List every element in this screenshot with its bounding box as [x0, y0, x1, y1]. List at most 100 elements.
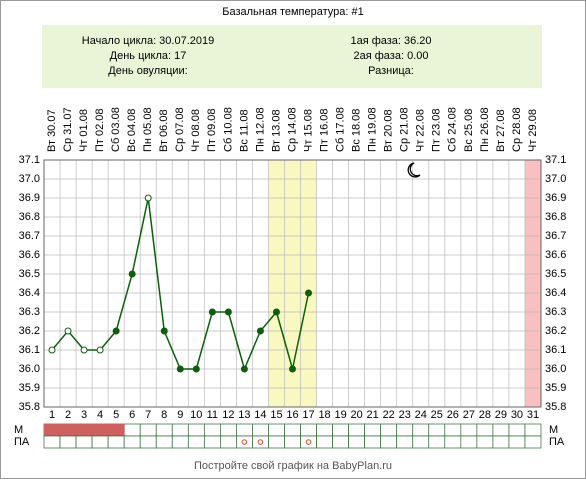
date-label: Пт 23.08	[431, 108, 443, 152]
row-cell	[155, 435, 173, 449]
x-tick-label: 13	[238, 409, 250, 421]
temperature-point	[240, 365, 248, 373]
info-text: 2ая фаза: 0.00	[354, 50, 429, 62]
row-cell	[380, 435, 398, 449]
y-tick-label-right: 35.9	[545, 382, 566, 394]
intercourse-mark	[241, 439, 248, 445]
row-label-right: М	[549, 424, 558, 436]
date-label: Сб 17.08	[335, 107, 347, 152]
date-label: Пн 26.08	[479, 107, 491, 152]
menstruation-cell	[91, 423, 109, 437]
x-tick-label: 11	[207, 409, 218, 421]
y-tick-label-right: 36.3	[545, 306, 566, 318]
y-tick-label: 35.8	[19, 401, 40, 413]
x-tick-label: 18	[318, 409, 330, 421]
y-tick-label-right: 36.9	[545, 192, 566, 204]
x-tick-label: 3	[81, 409, 87, 421]
y-tick-label: 37.0	[19, 173, 40, 185]
row-cell	[187, 423, 205, 437]
info-text: Разница:	[368, 65, 414, 77]
row-cell	[123, 435, 141, 449]
row-cell	[476, 423, 494, 437]
row-cell	[59, 435, 77, 449]
temperature-point	[224, 308, 232, 316]
x-tick-label: 17	[302, 409, 314, 421]
row-cell	[332, 435, 349, 449]
footer: Постройте свой график на BabyPlan.ru	[194, 460, 392, 472]
highlight-column	[300, 160, 317, 407]
row-cell	[268, 435, 285, 449]
date-label: Вт 30.07	[46, 109, 58, 152]
x-tick-label: 23	[399, 409, 411, 421]
date-label: Вс 04.08	[126, 109, 138, 152]
menstruation-cell	[107, 423, 125, 437]
row-cell	[43, 435, 61, 449]
y-tick-label: 36.6	[19, 249, 40, 261]
date-label: Пн 19.08	[367, 107, 379, 152]
y-tick-label-right: 36.1	[545, 344, 566, 356]
date-label: Сб 24.08	[447, 107, 459, 152]
date-label: Чт 01.08	[78, 109, 90, 152]
y-tick-label: 36.5	[19, 268, 40, 280]
row-cell	[300, 435, 317, 449]
row-cell	[203, 423, 221, 437]
row-cell	[492, 435, 510, 449]
date-label: Сб 10.08	[222, 107, 234, 152]
y-tick-label: 36.4	[19, 287, 40, 299]
x-tick-label: 10	[190, 409, 202, 421]
date-label: Вс 25.08	[463, 109, 475, 152]
temperature-point	[160, 327, 168, 335]
row-cell	[396, 435, 414, 449]
intercourse-mark	[257, 439, 264, 445]
x-tick-label: 2	[65, 409, 71, 421]
row-cell	[268, 423, 285, 437]
date-label: Пн 12.08	[254, 107, 266, 152]
temperature-point	[192, 365, 200, 373]
y-tick-label-right: 36.7	[545, 230, 566, 242]
highlight-column	[268, 160, 285, 407]
row-cell	[203, 435, 221, 449]
row-cell	[460, 423, 478, 437]
x-tick-label: 5	[113, 409, 119, 421]
temperature-point	[112, 327, 120, 335]
x-tick-label: 25	[431, 409, 443, 421]
row-cell	[252, 435, 269, 449]
x-tick-label: 27	[463, 409, 475, 421]
row-cell	[524, 423, 542, 437]
x-tick-label: 29	[495, 409, 507, 421]
temperature-point	[96, 346, 104, 354]
temperature-point	[144, 194, 152, 202]
highlight-column	[284, 160, 301, 407]
row-cell	[332, 423, 349, 437]
row-cell	[300, 423, 317, 437]
x-tick-label: 21	[367, 409, 379, 421]
y-tick-label-right: 36.0	[545, 363, 566, 375]
y-tick-label-right: 36.5	[545, 268, 566, 280]
info-text: Начало цикла: 30.07.2019	[82, 35, 214, 47]
y-tick-label-right: 37.1	[545, 154, 566, 166]
info-box	[42, 25, 542, 88]
date-label: Вс 11.08	[238, 109, 250, 152]
temperature-point	[208, 308, 216, 316]
x-tick-label: 14	[254, 409, 266, 421]
y-tick-label-right: 36.2	[545, 325, 566, 337]
date-label: Чт 22.08	[415, 109, 427, 152]
row-cell	[171, 423, 189, 437]
x-tick-label: 24	[415, 409, 427, 421]
row-cell	[155, 423, 173, 437]
date-label: Чт 29.08	[527, 109, 539, 152]
x-tick-label: 26	[447, 409, 459, 421]
y-tick-label-right: 36.8	[545, 211, 566, 223]
row-cell	[380, 423, 398, 437]
temperature-point	[176, 365, 184, 373]
x-tick-label: 30	[511, 409, 523, 421]
x-tick-label: 7	[145, 409, 151, 421]
row-cell	[460, 435, 478, 449]
x-tick-label: 1	[49, 409, 55, 421]
moon-icon	[407, 162, 421, 178]
row-cell	[508, 435, 526, 449]
y-tick-label-right: 37.0	[545, 173, 566, 185]
chart-title: Базальная температура: #1	[222, 6, 364, 18]
row-cell	[236, 423, 253, 437]
